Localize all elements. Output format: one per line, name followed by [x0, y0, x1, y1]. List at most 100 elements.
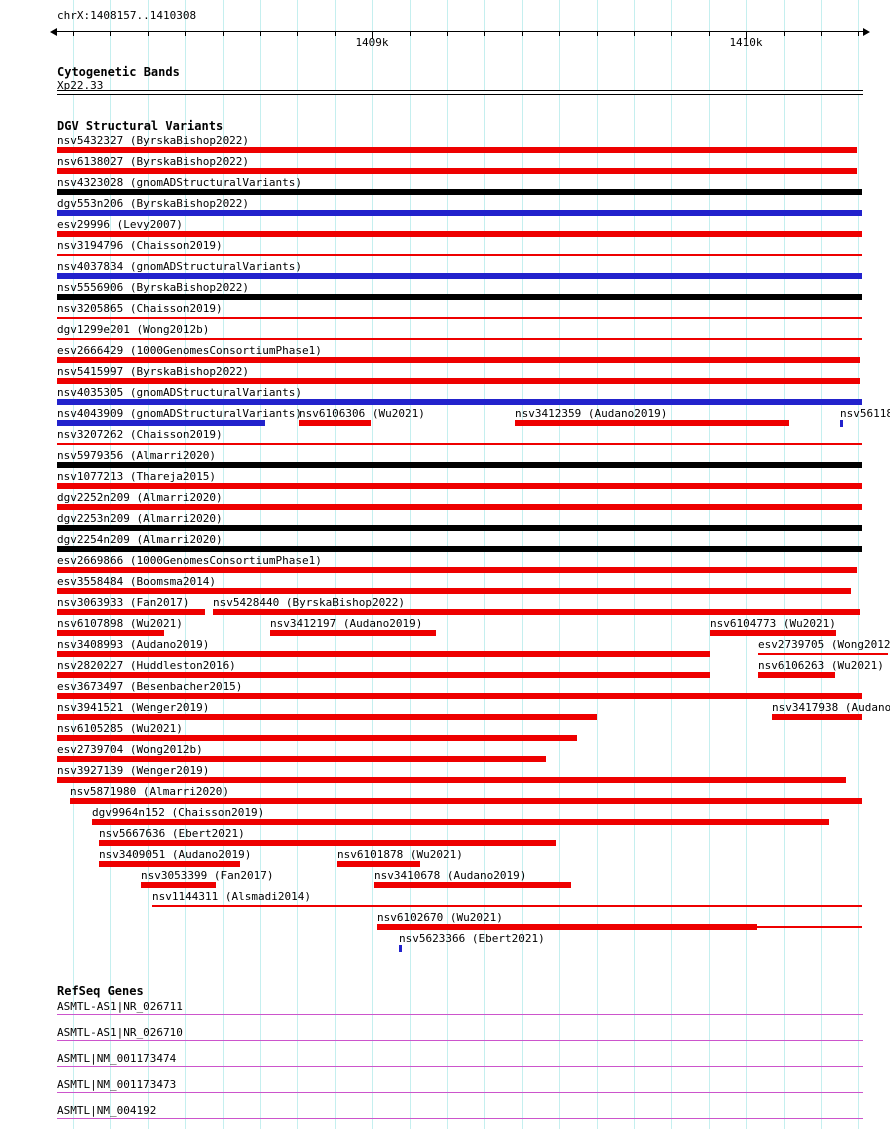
variant-bar[interactable]: [70, 798, 862, 804]
variant-bar[interactable]: [57, 420, 265, 426]
variant-label[interactable]: nsv3409051 (Audano2019): [99, 848, 252, 861]
variant-label[interactable]: nsv5415997 (ByrskaBishop2022): [57, 365, 250, 378]
variant-label[interactable]: nsv3927139 (Wenger2019): [57, 764, 210, 777]
variant-label[interactable]: esv2739705 (Wong2012b): [758, 638, 890, 651]
gene-label[interactable]: ASMTL|NM_001173473: [57, 1078, 177, 1091]
variant-bar[interactable]: [57, 651, 710, 657]
variant-bar[interactable]: [57, 735, 577, 741]
variant-bar[interactable]: [57, 462, 862, 468]
variant-bar[interactable]: [57, 567, 857, 573]
variant-bar[interactable]: [57, 672, 710, 678]
variant-bar[interactable]: [299, 420, 371, 426]
variant-label[interactable]: nsv3941521 (Wenger2019): [57, 701, 210, 714]
variant-label[interactable]: nsv3412197 (Audano2019): [270, 617, 423, 630]
variant-bar[interactable]: [57, 273, 862, 279]
variant-label[interactable]: esv29996 (Levy2007): [57, 218, 183, 231]
variant-label[interactable]: nsv561188: [840, 407, 890, 420]
variant-label[interactable]: nsv6106306 (Wu2021): [299, 407, 425, 420]
variant-label[interactable]: nsv5556906 (ByrskaBishop2022): [57, 281, 250, 294]
variant-label[interactable]: nsv3410678 (Audano2019): [374, 869, 527, 882]
variant-bar[interactable]: [92, 819, 829, 825]
variant-label[interactable]: nsv3194796 (Chaisson2019): [57, 239, 223, 252]
variant-bar[interactable]: [374, 882, 571, 888]
variant-bar[interactable]: [399, 945, 402, 952]
variant-label[interactable]: dgv2254n209 (Almarri2020): [57, 533, 223, 546]
variant-label[interactable]: nsv6101878 (Wu2021): [337, 848, 463, 861]
gene-line[interactable]: [57, 1014, 863, 1015]
variant-label[interactable]: nsv3207262 (Chaisson2019): [57, 428, 223, 441]
variant-label[interactable]: nsv6106263 (Wu2021): [758, 659, 884, 672]
variant-bar[interactable]: [757, 926, 862, 928]
variant-bar[interactable]: [377, 924, 757, 930]
variant-label[interactable]: esv2666429 (1000GenomesConsortiumPhase1): [57, 344, 322, 357]
variant-label[interactable]: nsv5979356 (Almarri2020): [57, 449, 216, 462]
variant-bar[interactable]: [57, 317, 862, 319]
variant-bar[interactable]: [57, 147, 857, 153]
variant-bar[interactable]: [270, 630, 436, 636]
variant-label[interactable]: nsv5428440 (ByrskaBishop2022): [213, 596, 406, 609]
variant-label[interactable]: nsv6105285 (Wu2021): [57, 722, 183, 735]
variant-label[interactable]: nsv4037834 (gnomADStructuralVariants): [57, 260, 303, 273]
variant-label[interactable]: dgv1299e201 (Wong2012b): [57, 323, 210, 336]
variant-bar[interactable]: [57, 443, 862, 445]
gene-line[interactable]: [57, 1066, 863, 1067]
variant-label[interactable]: dgv9964n152 (Chaisson2019): [92, 806, 265, 819]
gene-line[interactable]: [57, 1040, 863, 1041]
variant-label[interactable]: esv3673497 (Besenbacher2015): [57, 680, 243, 693]
gene-line[interactable]: [57, 1118, 863, 1119]
variant-label[interactable]: nsv3063933 (Fan2017): [57, 596, 190, 609]
variant-bar[interactable]: [57, 777, 846, 783]
variant-label[interactable]: nsv4323028 (gnomADStructuralVariants): [57, 176, 303, 189]
variant-bar[interactable]: [213, 609, 860, 615]
variant-label[interactable]: nsv1077213 (Thareja2015): [57, 470, 216, 483]
variant-label[interactable]: dgv2253n209 (Almarri2020): [57, 512, 223, 525]
variant-label[interactable]: nsv6104773 (Wu2021): [710, 617, 836, 630]
variant-bar[interactable]: [57, 210, 862, 216]
variant-bar[interactable]: [710, 630, 836, 636]
variant-bar[interactable]: [840, 420, 843, 427]
variant-label[interactable]: nsv1144311 (Alsmadi2014): [152, 890, 311, 903]
variant-label[interactable]: dgv553n206 (ByrskaBishop2022): [57, 197, 250, 210]
variant-bar[interactable]: [141, 882, 216, 888]
gene-label[interactable]: ASMTL-AS1|NR_026710: [57, 1026, 183, 1039]
variant-bar[interactable]: [57, 483, 862, 489]
variant-bar[interactable]: [57, 254, 862, 256]
variant-label[interactable]: nsv5667636 (Ebert2021): [99, 827, 245, 840]
gene-label[interactable]: ASMTL|NM_004192: [57, 1104, 157, 1117]
variant-label[interactable]: esv2739704 (Wong2012b): [57, 743, 203, 756]
variant-bar[interactable]: [57, 525, 862, 531]
variant-label[interactable]: nsv6138027 (ByrskaBishop2022): [57, 155, 250, 168]
variant-label[interactable]: nsv2820227 (Huddleston2016): [57, 659, 236, 672]
variant-label[interactable]: dgv2252n209 (Almarri2020): [57, 491, 223, 504]
variant-bar[interactable]: [57, 231, 862, 237]
variant-bar[interactable]: [57, 399, 862, 405]
variant-bar[interactable]: [152, 905, 862, 907]
variant-bar[interactable]: [57, 546, 862, 552]
variant-label[interactable]: nsv5623366 (Ebert2021): [399, 932, 545, 945]
variant-label[interactable]: esv3558484 (Boomsma2014): [57, 575, 216, 588]
variant-label[interactable]: nsv3408993 (Audano2019): [57, 638, 210, 651]
variant-bar[interactable]: [57, 693, 862, 699]
variant-bar[interactable]: [57, 630, 164, 636]
variant-bar[interactable]: [515, 420, 789, 426]
variant-bar[interactable]: [57, 189, 862, 195]
variant-bar[interactable]: [57, 168, 857, 174]
variant-label[interactable]: nsv3053399 (Fan2017): [141, 869, 274, 882]
gene-label[interactable]: ASMTL-AS1|NR_026711: [57, 1000, 183, 1013]
variant-bar[interactable]: [758, 653, 888, 655]
gene-label[interactable]: ASMTL|NM_001173474: [57, 1052, 177, 1065]
variant-bar[interactable]: [57, 609, 205, 615]
variant-bar[interactable]: [99, 840, 556, 846]
variant-bar[interactable]: [57, 504, 862, 510]
variant-bar[interactable]: [57, 294, 862, 300]
variant-bar[interactable]: [57, 378, 860, 384]
variant-label[interactable]: nsv4035305 (gnomADStructuralVariants): [57, 386, 303, 399]
cytoband-bar[interactable]: [57, 90, 863, 95]
variant-bar[interactable]: [57, 588, 851, 594]
variant-label[interactable]: nsv6102670 (Wu2021): [377, 911, 503, 924]
variant-label[interactable]: nsv4043909 (gnomADStructuralVariants): [57, 407, 303, 420]
variant-bar[interactable]: [57, 338, 862, 340]
variant-label[interactable]: nsv6107898 (Wu2021): [57, 617, 183, 630]
variant-bar[interactable]: [57, 714, 597, 720]
variant-bar[interactable]: [337, 861, 420, 867]
